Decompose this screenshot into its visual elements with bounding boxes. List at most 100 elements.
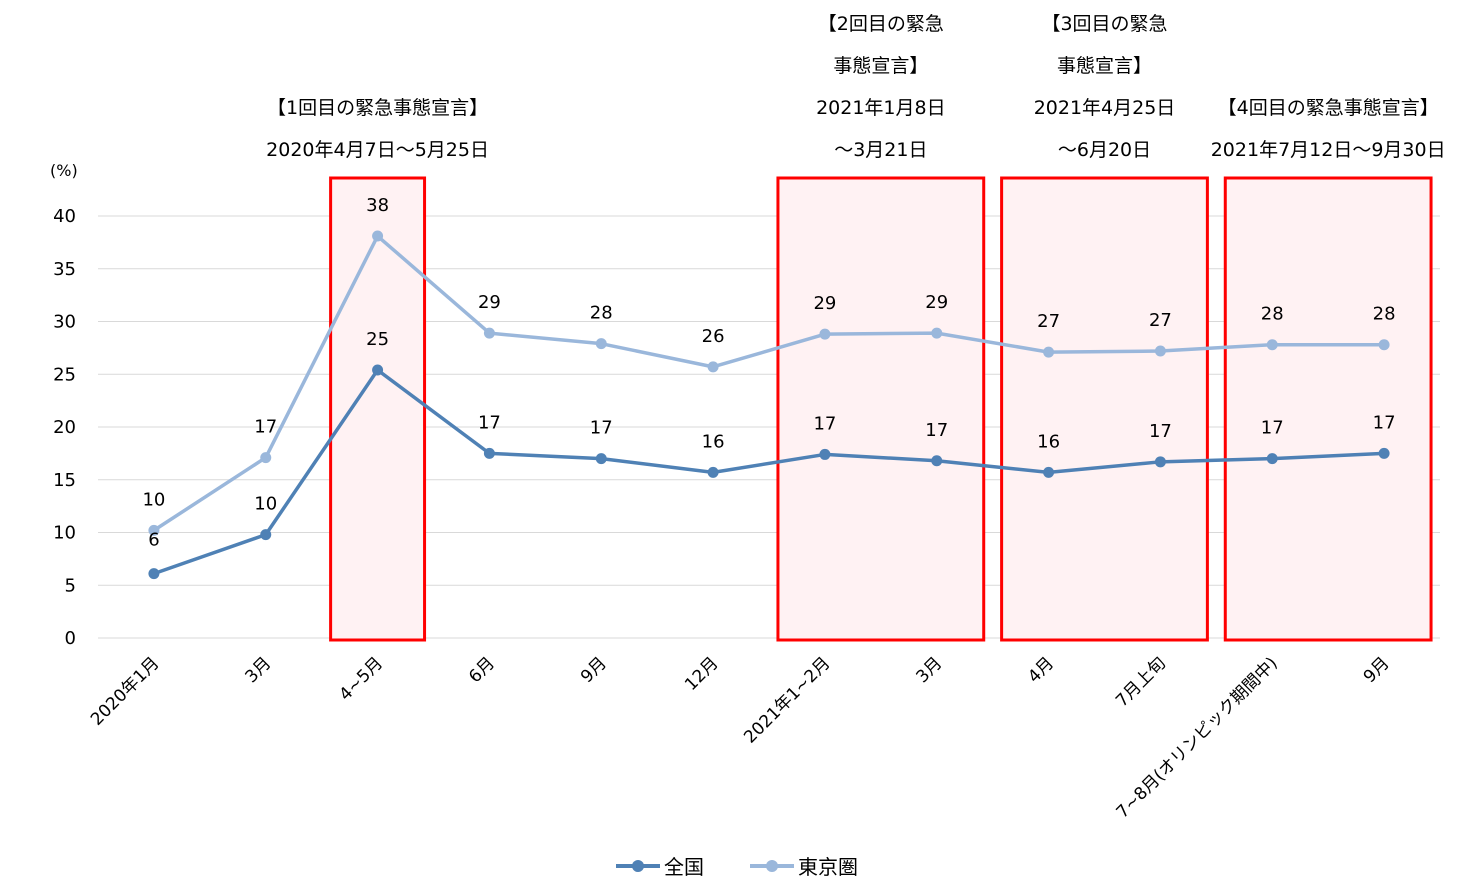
y-axis-unit: (%) <box>50 161 78 180</box>
x-tick-label: 2021年1~2月 <box>740 653 834 747</box>
data-point <box>1043 346 1055 358</box>
data-point <box>931 327 943 339</box>
data-label: 29 <box>813 293 836 314</box>
data-point <box>1266 339 1278 351</box>
data-point <box>819 328 831 340</box>
y-tick-label: 0 <box>65 628 76 649</box>
data-label: 10 <box>254 494 277 515</box>
data-point <box>1154 345 1166 357</box>
data-point <box>1154 456 1166 468</box>
annotation-line: ～3月21日 <box>834 139 927 161</box>
legend-label: 全国 <box>664 855 704 879</box>
data-point <box>707 361 719 373</box>
annotation-line: 事態宣言】 <box>1057 55 1152 77</box>
data-label: 17 <box>1149 421 1172 442</box>
y-tick-label: 10 <box>53 523 76 544</box>
data-point <box>595 338 607 350</box>
series-line <box>153 368 1385 576</box>
x-tick-label: 12月 <box>681 653 722 694</box>
data-point <box>260 529 272 541</box>
y-tick-label: 35 <box>53 259 76 280</box>
y-axis-ticks: 0 5 10 15 20 25 30 35 40 <box>53 206 76 649</box>
annotation-line: 【3回目の緊急 <box>1041 13 1167 35</box>
data-point <box>1378 339 1390 351</box>
emergency-box <box>776 176 986 642</box>
annotation-line: 【1回目の緊急事態宣言】 <box>267 97 488 119</box>
x-tick-label: 6月 <box>465 653 499 687</box>
x-tick-label: 2020年1月 <box>87 653 163 729</box>
annotation-line: 2021年1月8日 <box>816 97 946 119</box>
data-label: 16 <box>702 431 725 452</box>
y-tick-label: 5 <box>65 575 76 596</box>
data-label: 17 <box>925 420 948 441</box>
data-label: 28 <box>1261 304 1284 325</box>
data-label: 28 <box>1373 304 1396 325</box>
x-tick-label: 9月 <box>577 653 611 687</box>
legend-label: 東京圏 <box>798 855 858 879</box>
emergency-declaration-boxes <box>329 176 1433 642</box>
y-tick-label: 30 <box>53 312 76 333</box>
gridlines <box>98 215 1440 639</box>
x-tick-label: 3月 <box>912 653 946 687</box>
annotation-line: 【2回目の緊急 <box>818 13 944 35</box>
y-tick-label: 40 <box>53 206 76 227</box>
data-label: 10 <box>142 489 165 510</box>
annotation-line: 事態宣言】 <box>833 55 928 77</box>
data-label: 17 <box>254 417 277 438</box>
data-label: 17 <box>1373 412 1396 433</box>
data-label: 17 <box>478 412 501 433</box>
annotation-line: 2021年4月25日 <box>1034 97 1176 119</box>
data-label: 38 <box>366 195 389 216</box>
data-label: 6 <box>148 530 159 551</box>
emergency-box <box>1223 176 1433 642</box>
data-point <box>595 453 607 465</box>
x-tick-label: 4~5月 <box>336 653 388 705</box>
data-label: 29 <box>925 292 948 313</box>
data-point <box>1266 453 1278 465</box>
data-point <box>931 455 943 467</box>
data-labels: 6 10 25 17 17 16 17 17 16 17 17 17 10 17 38 29 28 26 29 29 2… <box>142 195 1395 551</box>
data-label: 28 <box>590 303 613 324</box>
data-point <box>372 364 384 376</box>
x-tick-label: 7月上旬 <box>1112 653 1170 711</box>
data-label: 16 <box>1037 431 1060 452</box>
data-point <box>260 452 272 464</box>
y-tick-label: 20 <box>53 417 76 438</box>
data-label: 25 <box>366 329 389 350</box>
legend: 全国 東京圏 <box>616 855 858 879</box>
data-label: 27 <box>1037 311 1060 332</box>
y-tick-label: 15 <box>53 470 76 491</box>
series-line <box>152 234 1385 532</box>
data-point <box>483 327 495 339</box>
data-point <box>707 466 719 478</box>
data-point <box>148 568 160 580</box>
legend-marker <box>766 860 778 872</box>
data-point <box>1378 447 1390 459</box>
annotation-line: 2021年7月12日～9月30日 <box>1211 139 1446 161</box>
data-label: 26 <box>702 326 725 347</box>
data-point <box>819 448 831 460</box>
data-label: 17 <box>590 418 613 439</box>
data-label: 29 <box>478 292 501 313</box>
data-point <box>372 230 384 242</box>
x-axis-ticks: 2020年1月 3月 4~5月 6月 9月 12月 2021年1~2月 3月 4月 7月上旬7~8… <box>87 653 1394 822</box>
data-label: 17 <box>1261 418 1284 439</box>
x-tick-label: 9月 <box>1360 653 1394 687</box>
data-label: 17 <box>813 413 836 434</box>
legend-marker <box>632 860 644 872</box>
data-label: 27 <box>1149 310 1172 331</box>
x-tick-label: 4月 <box>1024 653 1058 687</box>
data-point <box>148 524 160 536</box>
annotation-line: 2020年4月7日～5月25日 <box>266 139 489 161</box>
emergency-box <box>329 176 427 642</box>
emergency-box <box>1000 176 1209 642</box>
annotation-line: 【4回目の緊急事態宣言】 <box>1218 97 1439 119</box>
series-lines <box>148 230 1390 580</box>
y-tick-label: 25 <box>53 364 76 385</box>
data-point <box>1043 466 1055 478</box>
data-point <box>483 447 495 459</box>
annotation-line: ～6月20日 <box>1058 139 1151 161</box>
